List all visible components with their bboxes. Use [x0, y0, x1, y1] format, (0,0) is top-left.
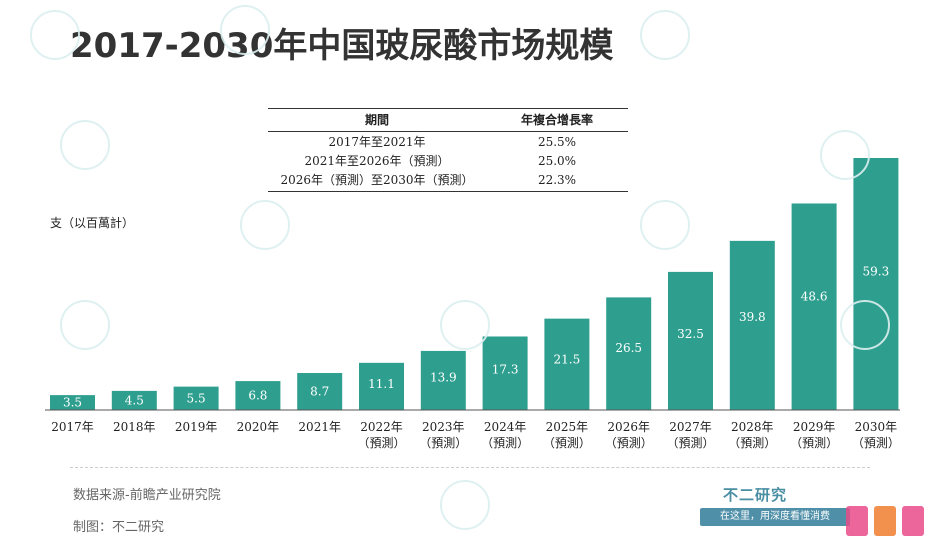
x-tick-label: 2026年: [607, 420, 650, 434]
bar-value-label: 13.9: [430, 371, 457, 385]
bar-value-label: 21.5: [554, 353, 581, 367]
cagr-header-period: 期間: [268, 108, 486, 132]
x-tick-label: 2018年: [113, 420, 156, 434]
bar: [111, 390, 157, 410]
bar: [729, 240, 775, 410]
x-tick-sublabel: （預測）: [543, 436, 591, 450]
bar: [420, 350, 466, 410]
bar: [359, 362, 404, 410]
bar-value-label: 11.1: [368, 377, 395, 391]
bar-value-label: 6.8: [248, 389, 267, 403]
bar: [544, 318, 590, 410]
x-tick-label: 2029年: [793, 420, 836, 434]
x-tick-sublabel: （預測）: [790, 436, 838, 450]
bar: [606, 297, 652, 410]
x-tick-label: 2028年: [731, 420, 774, 434]
watermark-icon: [60, 120, 110, 170]
watermark-icon: [640, 10, 690, 60]
bar-value-label: 48.6: [801, 289, 828, 303]
bar-value-label: 8.7: [310, 385, 329, 399]
cagr-table-header: 期間 年複合增長率: [268, 108, 628, 132]
x-tick-sublabel: （預測）: [419, 436, 467, 450]
bar: [235, 381, 281, 410]
bar: [482, 336, 528, 410]
x-tick-label: 2020年: [237, 420, 280, 434]
bar: [853, 158, 899, 410]
x-tick-sublabel: （預測）: [728, 436, 776, 450]
x-tick-sublabel: （預測）: [666, 436, 714, 450]
x-tick-label: 2023年: [422, 420, 465, 434]
bar-value-label: 59.3: [863, 264, 890, 278]
watermark-icon: [60, 300, 110, 350]
y-axis-unit-label: 支（以百萬計）: [50, 216, 135, 230]
x-tick-label: 2019年: [175, 420, 218, 434]
x-tick-label: 2021年: [298, 420, 341, 434]
footer-divider: [70, 467, 870, 468]
bar: [50, 395, 95, 410]
cagr-row: 2021年至2026年（預測） 25.0%: [268, 151, 628, 170]
brand-slogan: 在这里，用深度看懂消费: [700, 508, 850, 526]
cagr-header-rate: 年複合增長率: [486, 108, 628, 132]
x-tick-label: 2017年: [51, 420, 94, 434]
data-source-text: 数据来源-前瞻产业研究院: [73, 488, 221, 503]
x-tick-sublabel: （預測）: [357, 436, 405, 450]
cagr-period: 2017年至2021年: [328, 135, 426, 149]
x-tick-label: 2022年: [360, 420, 403, 434]
cagr-period: 2026年（預測）至2030年（預測）: [268, 170, 486, 192]
bar-value-label: 5.5: [187, 391, 206, 405]
bar-value-label: 32.5: [677, 327, 704, 341]
watermark-icon: [440, 300, 490, 350]
x-tick-sublabel: （預測）: [852, 436, 900, 450]
x-tick-sublabel: （預測）: [481, 436, 529, 450]
brand-name: 不二研究: [723, 486, 788, 504]
bar: [297, 373, 343, 410]
cagr-rate: 25.5%: [537, 134, 577, 149]
bar-value-label: 3.5: [63, 396, 82, 410]
bar: [791, 203, 837, 410]
x-tick-sublabel: （預測）: [605, 436, 653, 450]
bar-value-label: 4.5: [125, 393, 144, 407]
chart-maker-text: 制图：不二研究: [73, 520, 165, 535]
watermark-logo-icon: [846, 506, 924, 536]
cagr-rate: 22.3%: [486, 170, 628, 192]
x-tick-label: 2027年: [669, 420, 712, 434]
watermark-icon: [220, 5, 270, 55]
bar-value-label: 17.3: [492, 363, 519, 377]
watermark-icon: [440, 480, 490, 530]
cagr-period: 2021年至2026年（預測）: [304, 154, 450, 168]
watermark-icon: [240, 200, 290, 250]
watermark-icon: [820, 130, 870, 180]
bar: [173, 386, 219, 410]
bar: [668, 271, 713, 410]
bar-value-label: 26.5: [615, 341, 642, 355]
x-tick-label: 2030年: [855, 420, 898, 434]
cagr-table: 期間 年複合增長率 2017年至2021年 25.5% 2021年至2026年（…: [268, 108, 628, 192]
watermark-icon: [640, 200, 690, 250]
cagr-row: 2026年（預測）至2030年（預測） 22.3%: [268, 170, 628, 192]
x-tick-label: 2024年: [484, 420, 527, 434]
bar-value-label: 39.8: [739, 310, 766, 324]
watermark-icon: [840, 300, 890, 350]
x-tick-label: 2025年: [546, 420, 589, 434]
watermark-icon: [30, 10, 80, 60]
cagr-row: 2017年至2021年 25.5%: [268, 132, 628, 152]
chart-title: 2017-2030年中国玻尿酸市场规模: [70, 26, 614, 66]
cagr-rate: 25.0%: [537, 153, 577, 168]
